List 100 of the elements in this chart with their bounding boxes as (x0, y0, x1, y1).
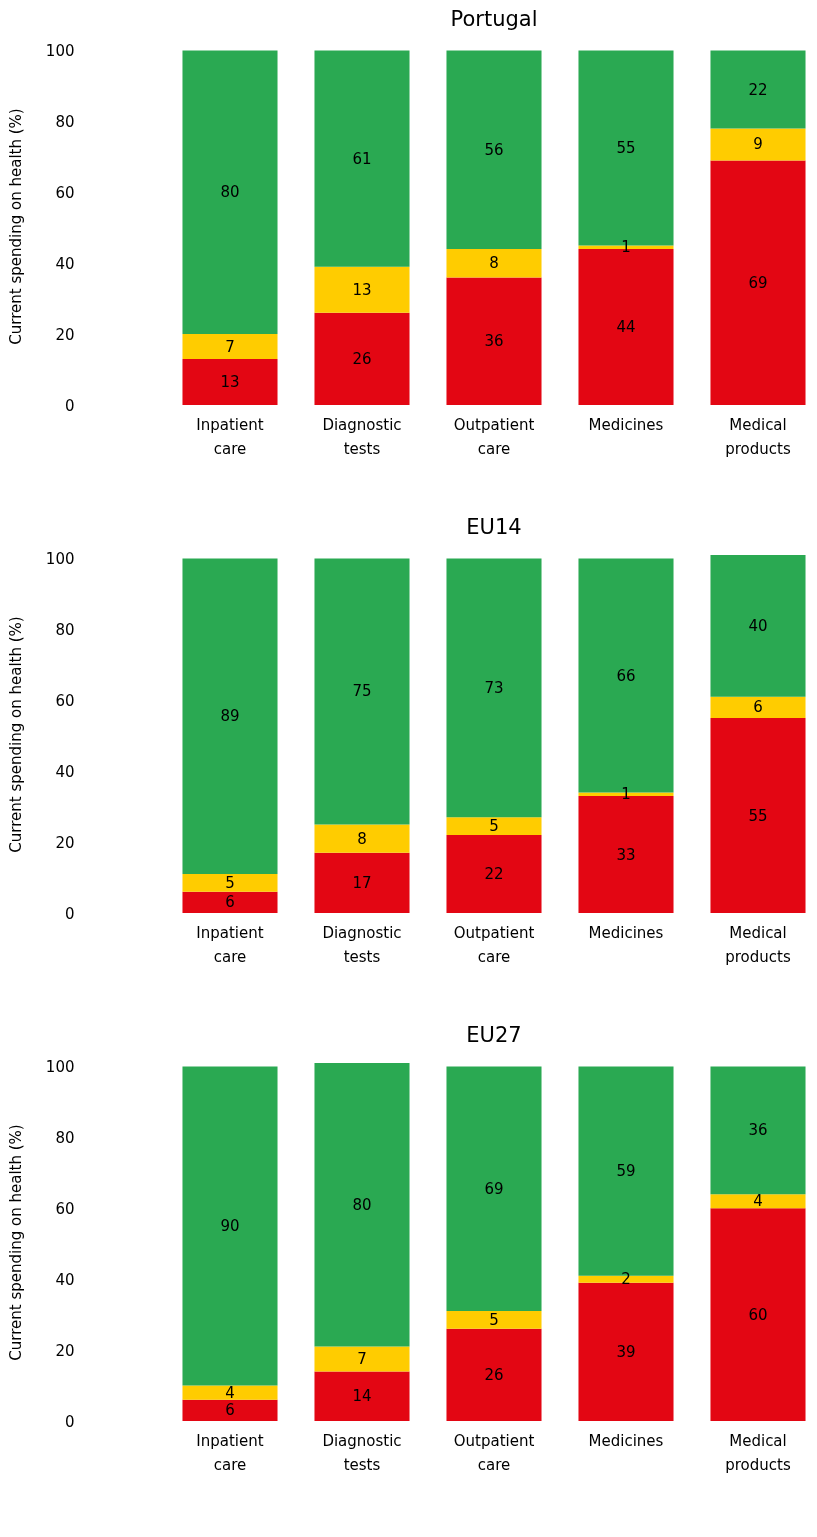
bar (710, 718, 806, 913)
data-label: 14 (352, 1387, 372, 1406)
x-tick-label: Diagnostic tests (322, 1431, 402, 1474)
bar (182, 874, 278, 892)
y-tick-label: 80 (55, 1128, 75, 1147)
bar (182, 891, 278, 913)
bar (182, 334, 278, 359)
data-label: 40 (748, 616, 768, 635)
data-label: 75 (352, 682, 372, 701)
data-label: 5 (489, 817, 499, 836)
x-tick-label: Medical products (725, 415, 791, 458)
chart-title: EU27 (466, 1022, 522, 1047)
data-label: 26 (352, 349, 372, 368)
bar (314, 50, 410, 267)
x-tick-label: Medicines (588, 1431, 664, 1450)
y-tick-label: 20 (55, 1341, 75, 1360)
bar (314, 312, 410, 405)
data-label: 80 (220, 183, 240, 202)
bar (710, 1066, 806, 1195)
bar (710, 1194, 806, 1209)
y-tick-label: 20 (55, 833, 75, 852)
x-tick-label: Outpatient care (453, 415, 535, 458)
x-tick-label: Inpatient care (196, 923, 264, 966)
bar (446, 558, 542, 818)
x-tick-label: Medicines (588, 923, 664, 942)
data-label: 8 (357, 829, 367, 848)
data-label: 59 (616, 1162, 636, 1181)
data-label: 4 (753, 1192, 763, 1211)
bar (182, 1385, 278, 1400)
bar (314, 1063, 410, 1347)
y-tick-label: 80 (55, 620, 75, 639)
data-label: 7 (357, 1349, 367, 1368)
x-tick-label: Diagnostic tests (322, 923, 402, 966)
y-tick-label: 100 (45, 550, 75, 569)
y-axis-title: Current spending on health (%) (6, 1124, 25, 1361)
chart-title: Portugal (450, 6, 538, 31)
data-label: 6 (225, 1401, 235, 1420)
bar (710, 696, 806, 719)
data-label: 13 (220, 372, 240, 391)
data-label: 73 (484, 678, 504, 697)
bar (446, 1328, 542, 1421)
data-label: 89 (220, 707, 240, 726)
bar (314, 824, 410, 853)
y-tick-label: 0 (64, 904, 75, 923)
data-label: 39 (616, 1342, 636, 1361)
data-label: 55 (748, 806, 768, 825)
y-tick-label: 60 (55, 691, 75, 710)
bar (710, 1208, 806, 1421)
bar (710, 128, 806, 161)
data-label: 6 (225, 893, 235, 912)
data-label: 60 (748, 1305, 768, 1324)
chart-title: EU14 (466, 514, 522, 539)
bar (710, 50, 806, 129)
data-label: 22 (748, 80, 768, 99)
bar (710, 160, 806, 405)
bar (446, 817, 542, 836)
bar (446, 1311, 542, 1329)
y-tick-label: 100 (45, 42, 75, 61)
y-tick-label: 20 (55, 325, 75, 344)
data-label: 80 (352, 1195, 372, 1214)
data-label: 69 (748, 273, 768, 292)
bar (182, 1399, 278, 1421)
bar (182, 558, 278, 875)
data-label: 1 (621, 238, 631, 257)
bar (710, 555, 806, 697)
data-label: 17 (352, 873, 372, 892)
x-tick-label: Outpatient care (453, 923, 535, 966)
bar (314, 558, 410, 825)
x-tick-label: Outpatient care (453, 1431, 535, 1474)
y-tick-label: 0 (64, 1412, 75, 1431)
data-label: 55 (616, 139, 636, 158)
bar (314, 1346, 410, 1372)
bar (314, 852, 410, 913)
data-label: 22 (484, 865, 504, 884)
x-tick-label: Diagnostic tests (322, 415, 402, 458)
data-label: 5 (489, 1310, 499, 1329)
y-tick-label: 80 (55, 112, 75, 131)
y-tick-label: 40 (55, 254, 75, 273)
y-axis-title: Current spending on health (%) (6, 616, 25, 853)
data-label: 56 (484, 140, 504, 159)
data-label: 36 (484, 332, 504, 351)
x-tick-label: Medical products (725, 1431, 791, 1474)
data-label: 6 (753, 698, 763, 717)
data-label: 33 (616, 845, 636, 864)
data-label: 7 (225, 337, 235, 356)
bar (446, 1066, 542, 1312)
bar (446, 249, 542, 278)
y-axis-title: Current spending on health (%) (6, 108, 25, 345)
data-label: 69 (484, 1179, 504, 1198)
y-tick-label: 60 (55, 1199, 75, 1218)
y-tick-label: 100 (45, 1058, 75, 1077)
data-label: 5 (225, 873, 235, 892)
data-label: 44 (616, 318, 636, 337)
x-tick-label: Inpatient care (196, 415, 264, 458)
data-label: 66 (616, 666, 636, 685)
bar (578, 1282, 674, 1421)
data-label: 13 (352, 280, 372, 299)
bar (446, 835, 542, 913)
data-label: 61 (352, 149, 372, 168)
data-label: 36 (748, 1121, 768, 1140)
